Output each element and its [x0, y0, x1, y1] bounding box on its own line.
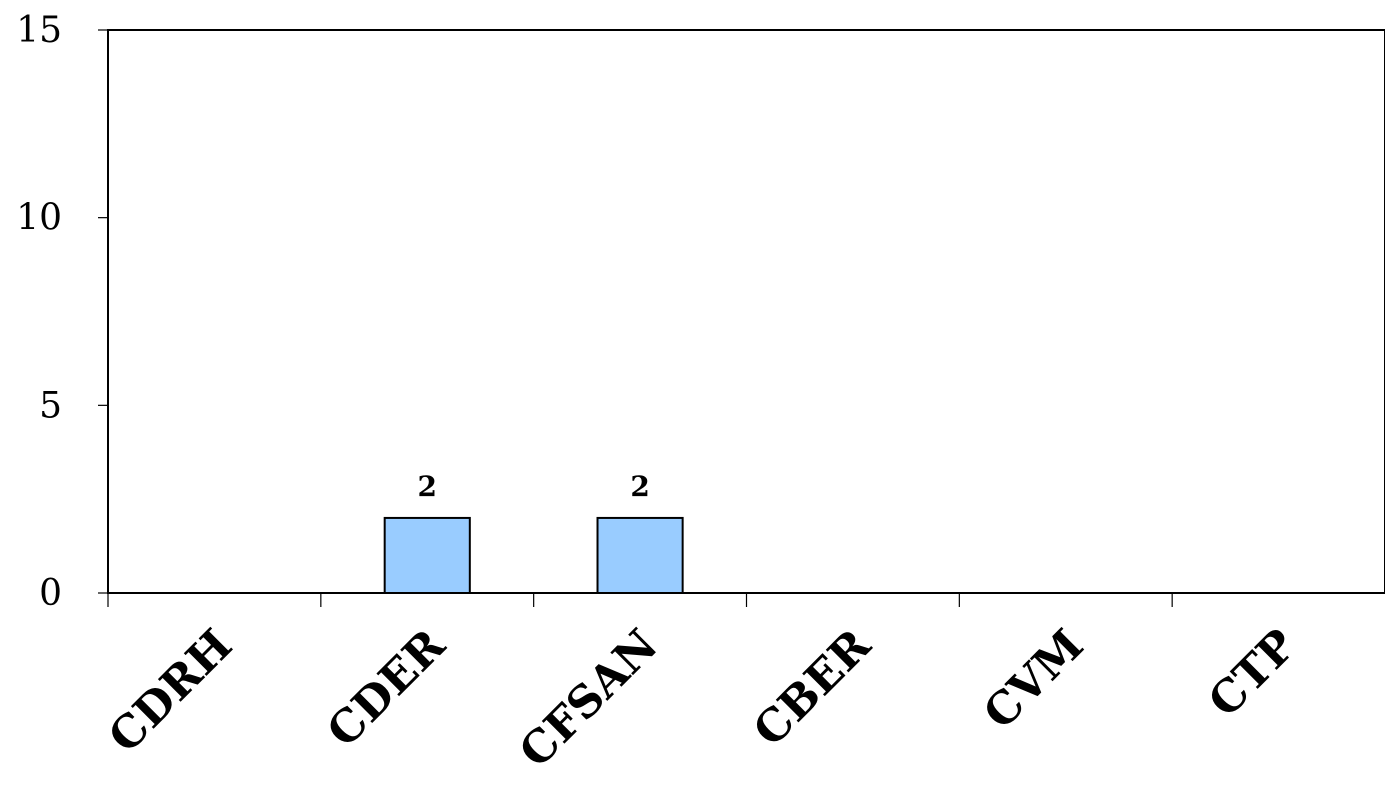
plot-frame	[107, 29, 1385, 594]
plot-area	[107, 29, 1385, 594]
x-tick-label-cber: CBER	[744, 619, 881, 756]
y-axis: 0 5 10 15	[16, 10, 108, 614]
x-tick-label-ctp: CTP	[1199, 620, 1306, 727]
bar-cfsan	[596, 516, 684, 595]
x-tick-label-cvm: CVM	[974, 620, 1093, 739]
data-label-cder: 2	[418, 470, 437, 503]
bars	[383, 516, 684, 595]
x-tick-label-cfsan: CFSAN	[510, 620, 668, 778]
x-axis: CDRH CDER CFSAN CBER CVM CTP	[99, 592, 1385, 778]
y-tick-label: 10	[16, 198, 62, 239]
y-tick-label: 15	[16, 10, 62, 51]
data-label-cfsan: 2	[630, 470, 649, 503]
y-tick-label: 0	[39, 573, 62, 614]
y-tick-label: 5	[39, 385, 62, 426]
x-tick-label-cder: CDER	[318, 619, 456, 757]
bar-cder	[383, 516, 471, 595]
x-tick-label-cdrh: CDRH	[99, 620, 242, 763]
